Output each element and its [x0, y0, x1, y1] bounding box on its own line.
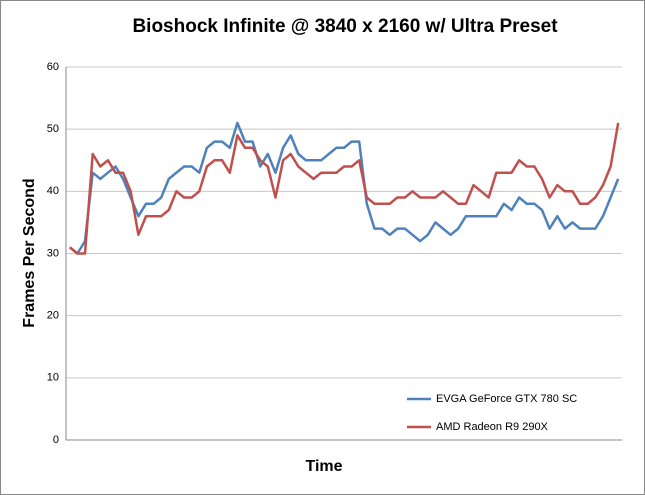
- y-tick-label: 40: [47, 185, 59, 197]
- legend-label: EVGA GeForce GTX 780 SC: [436, 393, 577, 405]
- x-axis-title: Time: [305, 458, 342, 475]
- series-line: [69, 121, 620, 255]
- y-tick-label: 20: [47, 310, 59, 322]
- y-tick-label: 50: [47, 123, 59, 135]
- y-axis-title: Frames Per Second: [21, 178, 38, 327]
- y-tick-label: 30: [47, 247, 59, 259]
- series-line: [69, 122, 620, 255]
- y-tick-label: 60: [47, 61, 59, 73]
- chart-title: Bioshock Infinite @ 3840 x 2160 w/ Ultra…: [132, 16, 558, 37]
- y-tick-label: 10: [47, 372, 59, 384]
- legend-label: AMD Radeon R9 290X: [436, 421, 549, 433]
- y-tick-label: 0: [53, 434, 59, 446]
